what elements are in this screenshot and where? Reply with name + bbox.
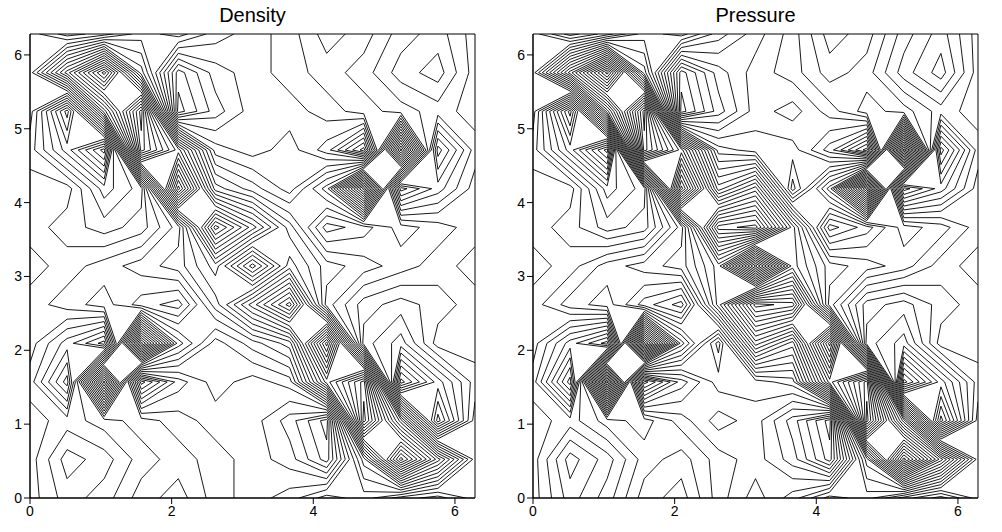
svg-text:6: 6 xyxy=(14,47,22,63)
svg-text:0: 0 xyxy=(529,503,537,519)
svg-text:3: 3 xyxy=(14,268,22,284)
svg-text:3: 3 xyxy=(517,268,525,284)
svg-text:0: 0 xyxy=(517,490,525,506)
html-text:Pressure: Pressure xyxy=(715,4,796,26)
svg-text:6: 6 xyxy=(451,503,459,519)
svg-text:2: 2 xyxy=(517,342,525,358)
svg-text:1: 1 xyxy=(517,416,525,432)
svg-text:0: 0 xyxy=(14,490,22,506)
svg-text:2: 2 xyxy=(168,503,176,519)
svg-text:4: 4 xyxy=(14,195,22,211)
svg-text:5: 5 xyxy=(517,121,525,137)
svg-text:5: 5 xyxy=(14,121,22,137)
svg-text:4: 4 xyxy=(517,195,525,211)
html-text:Density: Density xyxy=(219,4,286,26)
svg-text:0: 0 xyxy=(26,503,34,519)
svg-text:6: 6 xyxy=(954,503,962,519)
svg-text:2: 2 xyxy=(671,503,679,519)
svg-text:4: 4 xyxy=(812,503,820,519)
svg-text:1: 1 xyxy=(14,416,22,432)
svg-text:6: 6 xyxy=(517,47,525,63)
svg-text:2: 2 xyxy=(14,342,22,358)
svg-text:4: 4 xyxy=(309,503,317,519)
